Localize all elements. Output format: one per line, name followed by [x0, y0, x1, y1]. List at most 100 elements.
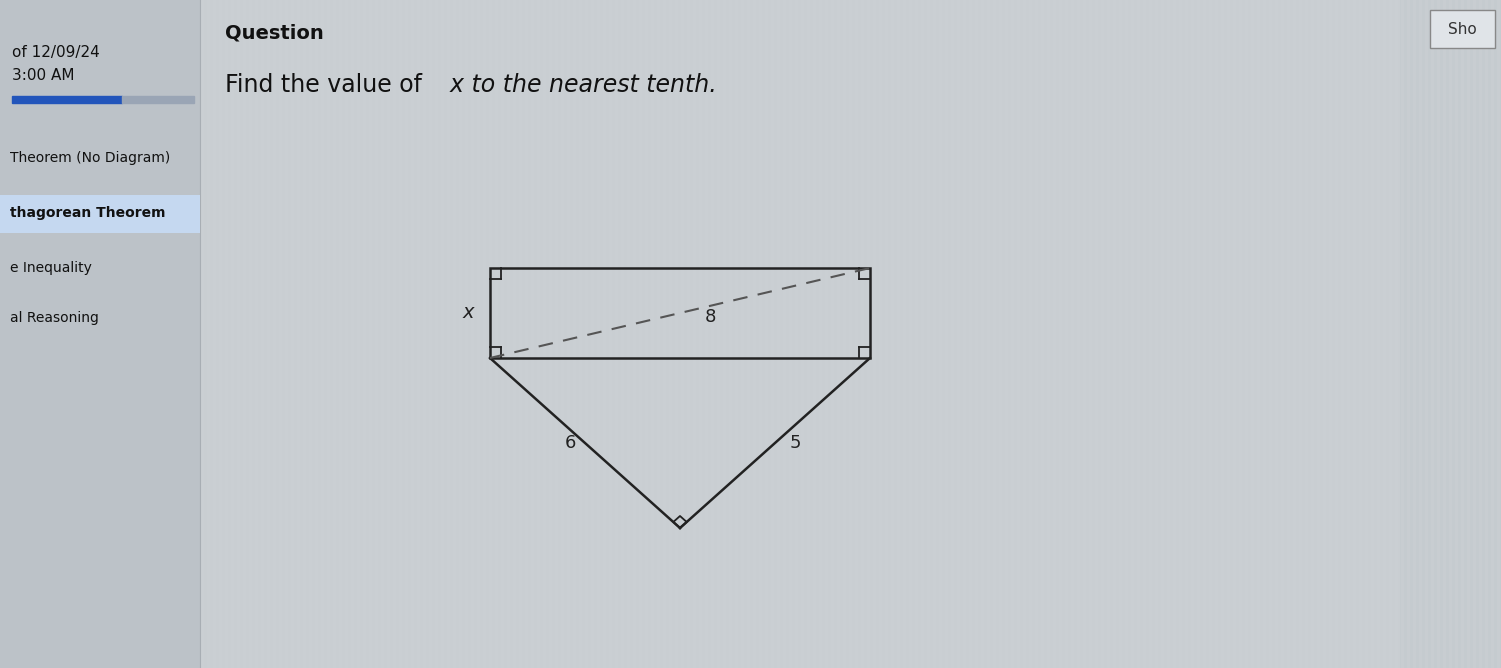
Bar	[582, 0, 585, 668]
Text: x: x	[450, 73, 464, 97]
Bar	[1439, 0, 1442, 668]
Bar	[931, 0, 934, 668]
Bar	[1181, 0, 1184, 668]
Bar	[1009, 0, 1012, 668]
Bar	[378, 0, 381, 668]
Bar	[1385, 0, 1388, 668]
Bar	[12, 96, 122, 103]
Bar	[18, 0, 21, 668]
Bar	[606, 0, 609, 668]
Bar	[180, 0, 183, 668]
Bar	[1163, 0, 1166, 668]
Bar	[462, 0, 465, 668]
Bar	[216, 0, 219, 668]
Bar	[594, 0, 597, 668]
Bar	[985, 0, 988, 668]
Bar	[489, 268, 871, 358]
Bar	[937, 0, 940, 668]
Bar	[684, 0, 687, 668]
Bar	[1015, 0, 1018, 668]
Bar	[1379, 0, 1382, 668]
Bar	[174, 0, 177, 668]
Bar	[120, 0, 123, 668]
Bar	[1217, 0, 1220, 668]
Text: e Inequality: e Inequality	[11, 261, 92, 275]
Bar	[1111, 0, 1114, 668]
Bar	[192, 0, 195, 668]
Bar	[300, 0, 303, 668]
Bar	[1337, 0, 1340, 668]
Bar	[336, 0, 339, 668]
Bar	[1259, 0, 1262, 668]
Bar	[222, 0, 225, 668]
Bar	[504, 0, 507, 668]
Bar	[1045, 0, 1048, 668]
Text: 3:00 AM: 3:00 AM	[12, 69, 75, 84]
Bar	[1451, 0, 1454, 668]
Bar	[630, 0, 633, 668]
Bar	[1139, 0, 1142, 668]
Bar	[264, 0, 267, 668]
Bar	[1211, 0, 1214, 668]
Bar	[186, 0, 189, 668]
Bar	[1265, 0, 1268, 668]
Bar	[522, 0, 525, 668]
Bar	[516, 0, 519, 668]
Bar	[552, 0, 555, 668]
Bar	[90, 0, 93, 668]
Bar	[432, 0, 435, 668]
Bar	[1145, 0, 1148, 668]
Bar	[1039, 0, 1042, 668]
Bar	[1027, 0, 1030, 668]
Bar	[396, 0, 399, 668]
Bar	[66, 0, 69, 668]
Bar	[1117, 0, 1120, 668]
Bar	[1087, 0, 1090, 668]
Bar	[1301, 0, 1304, 668]
Bar	[811, 0, 814, 668]
Bar	[102, 0, 105, 668]
Bar	[330, 0, 333, 668]
Bar	[60, 0, 63, 668]
Bar	[1289, 0, 1292, 668]
Bar	[1175, 0, 1178, 668]
Bar	[366, 0, 369, 668]
Bar	[696, 0, 699, 668]
Bar	[799, 0, 802, 668]
Bar	[1099, 0, 1102, 668]
Text: Sho: Sho	[1447, 21, 1477, 37]
Bar	[384, 0, 387, 668]
Bar	[1241, 0, 1244, 668]
Bar	[738, 0, 741, 668]
Bar	[991, 0, 994, 668]
Bar	[1057, 0, 1060, 668]
Bar	[829, 0, 832, 668]
Bar	[672, 0, 675, 668]
Bar	[1427, 0, 1430, 668]
Bar	[276, 0, 279, 668]
Text: to the nearest tenth.: to the nearest tenth.	[464, 73, 717, 97]
Bar	[1283, 0, 1286, 668]
Bar	[835, 0, 838, 668]
Bar	[474, 0, 477, 668]
Bar	[654, 0, 657, 668]
Bar	[30, 0, 33, 668]
Bar	[967, 0, 970, 668]
Bar	[360, 0, 363, 668]
Bar	[1421, 0, 1424, 668]
Text: Question: Question	[225, 23, 324, 43]
Bar	[1415, 0, 1418, 668]
Bar	[540, 0, 543, 668]
Bar	[132, 0, 135, 668]
Bar	[78, 0, 81, 668]
Bar	[1003, 0, 1006, 668]
Bar	[24, 0, 27, 668]
FancyBboxPatch shape	[1430, 10, 1495, 48]
Bar	[979, 0, 982, 668]
Bar	[823, 0, 826, 668]
Bar	[714, 0, 717, 668]
Bar	[1319, 0, 1322, 668]
Bar	[1205, 0, 1208, 668]
Bar	[883, 0, 886, 668]
Bar	[282, 0, 285, 668]
